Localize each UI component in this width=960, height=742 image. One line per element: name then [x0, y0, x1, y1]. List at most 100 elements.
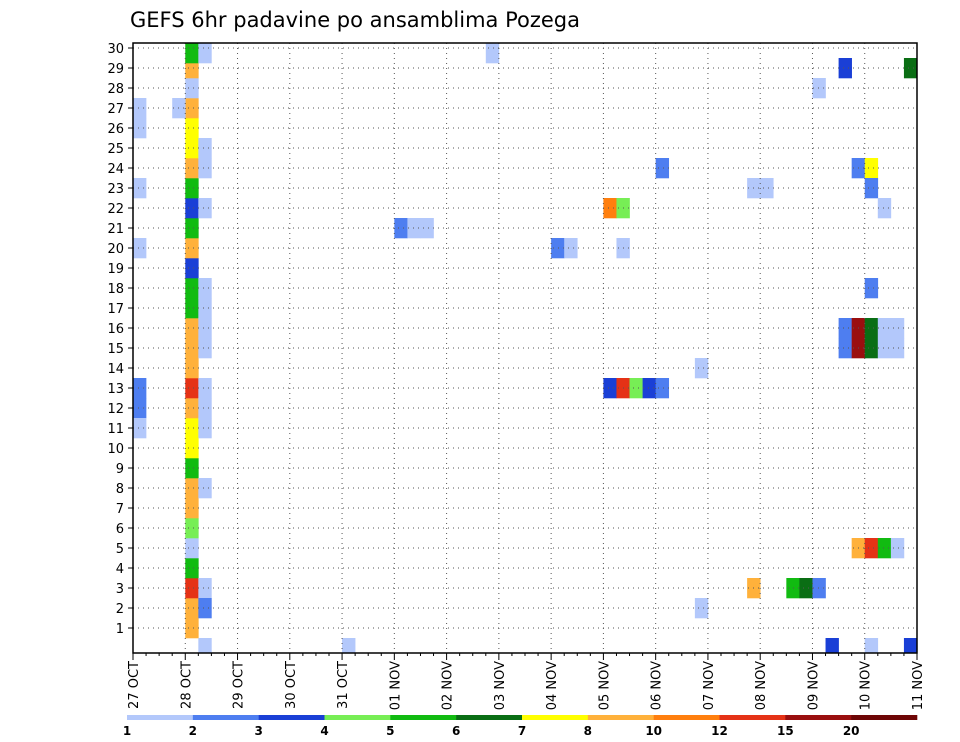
colorbar-label: 2: [189, 724, 197, 738]
heatmap-cell: [198, 478, 212, 499]
heatmap-cell: [603, 198, 617, 219]
heatmap-cell: [655, 378, 670, 399]
heatmap-cell: [407, 218, 421, 239]
plot-frame: [132, 42, 918, 654]
heatmap-cell: [198, 198, 212, 219]
heatmap-cell: [760, 178, 774, 199]
heatmap-cell: [198, 43, 212, 64]
heatmap-cell: [185, 298, 199, 319]
heatmap-cell: [642, 378, 656, 399]
x-tick-label: 29 OCT: [232, 661, 247, 709]
heatmap-cell: [185, 618, 199, 639]
heatmap-cell: [198, 578, 212, 599]
chart-title: GEFS 6hr padavine po ansamblima Pozega: [130, 8, 580, 32]
heatmap-cell: [551, 238, 565, 259]
colorbar-label: 5: [386, 724, 394, 738]
y-tick-label: 23: [107, 182, 124, 197]
heatmap-cell: [903, 638, 918, 653]
heatmap-cell: [185, 418, 199, 439]
x-tick-label: 10 NOV: [859, 661, 874, 710]
heatmap-cell: [864, 338, 879, 359]
gridlines: [133, 43, 917, 653]
heatmap-cell: [133, 98, 147, 119]
heatmap-cell: [198, 338, 212, 359]
heatmap-cell: [890, 538, 905, 559]
heatmap-cell: [198, 158, 212, 179]
x-tick-label: 01 NOV: [388, 661, 403, 710]
y-axis: 1234567891011121314151617181920212223242…: [107, 42, 133, 637]
heatmap-cell: [185, 538, 199, 559]
heatmap-cell: [420, 218, 434, 239]
heatmap-cell: [185, 338, 199, 359]
heatmap-cell: [864, 638, 879, 653]
y-tick-label: 28: [107, 82, 124, 97]
heatmap-cell: [198, 278, 212, 299]
y-tick-label: 10: [107, 442, 124, 457]
heatmap-cell: [185, 518, 199, 539]
heatmap-cell: [198, 378, 212, 399]
heatmap-cell: [903, 58, 918, 79]
y-tick-label: 12: [107, 402, 124, 417]
colorbar-segment: [653, 715, 720, 720]
heatmap-cell: [825, 638, 839, 653]
heatmap-cell: [198, 298, 212, 319]
y-tick-label: 4: [116, 562, 124, 577]
heatmap-cell: [838, 338, 852, 359]
heatmap-cell: [838, 318, 852, 339]
colorbar-segment: [587, 715, 654, 720]
heatmap-cell: [394, 218, 408, 239]
y-tick-label: 15: [107, 342, 124, 357]
heatmap-cell: [629, 378, 643, 399]
heatmap-cell: [185, 378, 199, 399]
y-tick-label: 18: [107, 282, 124, 297]
x-tick-label: 27 OCT: [127, 661, 142, 709]
heatmap-cell: [185, 398, 199, 419]
heatmap-cell: [655, 158, 670, 179]
heatmap-cell: [603, 378, 617, 399]
colorbar-segment: [785, 715, 852, 720]
heatmap-cell: [185, 458, 199, 479]
heatmap-cell: [864, 318, 879, 339]
heatmap-cell: [864, 538, 879, 559]
colorbar-segment: [522, 715, 589, 720]
x-tick-label: 06 NOV: [650, 661, 665, 710]
heatmap-cell: [185, 578, 199, 599]
heatmap-cell: [485, 43, 500, 64]
colorbar-label: 15: [777, 724, 794, 738]
heatmap-cell: [185, 218, 199, 239]
colorbar-segment: [390, 715, 457, 720]
heatmap-cell: [799, 578, 813, 599]
colorbar-segment: [456, 715, 523, 720]
heatmap-cell: [185, 138, 199, 159]
y-tick-label: 9: [116, 462, 124, 477]
x-tick-label: 31 OCT: [336, 661, 351, 709]
heatmap-cell: [877, 338, 892, 359]
colorbar-segment: [127, 715, 194, 720]
heatmap-cell: [185, 78, 199, 99]
heatmap-cell: [812, 578, 826, 599]
x-tick-label: 02 NOV: [441, 661, 456, 710]
colorbar-label: 7: [518, 724, 526, 738]
heatmap-cell: [133, 238, 147, 259]
y-tick-label: 20: [107, 242, 124, 257]
heatmap-cell: [694, 598, 709, 619]
heatmap-cell: [185, 318, 199, 339]
y-tick-label: 16: [107, 322, 124, 337]
heatmap-cell: [864, 158, 879, 179]
colorbar-label: 4: [320, 724, 328, 738]
x-tick-label: 30 OCT: [284, 661, 299, 709]
colorbar-label: 12: [711, 724, 728, 738]
heatmap-cell: [185, 278, 199, 299]
y-tick-label: 25: [107, 142, 124, 157]
heatmap-cell: [185, 238, 199, 259]
heatmap-cell: [185, 118, 199, 139]
y-tick-label: 7: [116, 502, 124, 517]
heatmap-cell: [185, 358, 199, 379]
heatmap-cell: [198, 138, 212, 159]
y-tick-label: 3: [116, 582, 124, 597]
colorbar-legend: 1 2 3 4 5 6 7 8 10 12 15 20: [123, 715, 918, 738]
colorbar-label: 10: [645, 724, 662, 738]
colorbar-label: 3: [254, 724, 262, 738]
colorbar-label: 8: [584, 724, 592, 738]
y-tick-label: 29: [107, 62, 124, 77]
